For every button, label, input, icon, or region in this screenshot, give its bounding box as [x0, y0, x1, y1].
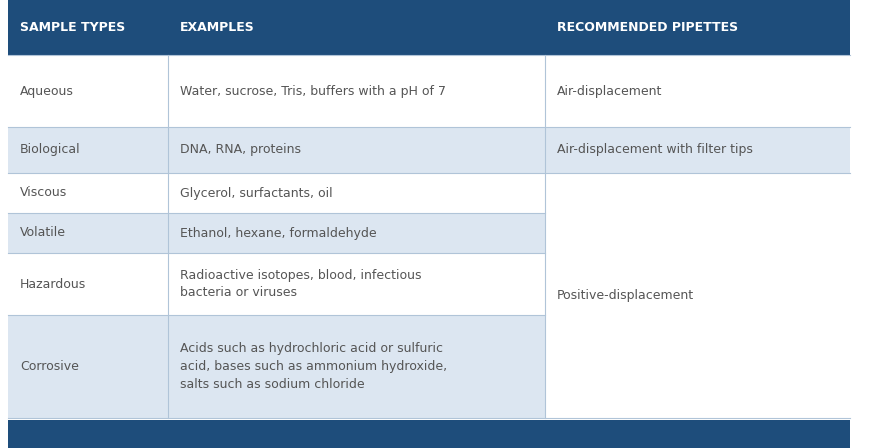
- Bar: [8, 315, 168, 418]
- Bar: [544, 127, 849, 173]
- Bar: [8, 0, 849, 55]
- Bar: [544, 315, 849, 418]
- Bar: [168, 315, 544, 418]
- Bar: [8, 213, 168, 253]
- Text: Hazardous: Hazardous: [20, 277, 86, 290]
- Text: Acids such as hydrochloric acid or sulfuric
acid, bases such as ammonium hydroxi: Acids such as hydrochloric acid or sulfu…: [180, 342, 447, 391]
- Bar: [8, 55, 168, 127]
- Text: Corrosive: Corrosive: [20, 360, 79, 373]
- Text: Radioactive isotopes, blood, infectious
bacteria or viruses: Radioactive isotopes, blood, infectious …: [180, 268, 421, 300]
- Text: Glycerol, surfactants, oil: Glycerol, surfactants, oil: [180, 186, 332, 199]
- Text: Volatile: Volatile: [20, 227, 66, 240]
- Text: Biological: Biological: [20, 143, 81, 156]
- Bar: [544, 253, 849, 315]
- Bar: [544, 55, 849, 127]
- Bar: [168, 253, 544, 315]
- Text: Water, sucrose, Tris, buffers with a pH of 7: Water, sucrose, Tris, buffers with a pH …: [180, 85, 446, 98]
- Text: Air-displacement: Air-displacement: [556, 85, 661, 98]
- Bar: [168, 55, 544, 127]
- Text: DNA, RNA, proteins: DNA, RNA, proteins: [180, 143, 301, 156]
- Bar: [8, 127, 168, 173]
- Bar: [8, 173, 168, 213]
- Bar: [168, 127, 544, 173]
- Text: Viscous: Viscous: [20, 186, 67, 199]
- Bar: [168, 173, 544, 213]
- Text: EXAMPLES: EXAMPLES: [180, 21, 255, 34]
- Text: Ethanol, hexane, formaldehyde: Ethanol, hexane, formaldehyde: [180, 227, 376, 240]
- Bar: [8, 420, 849, 448]
- Bar: [544, 213, 849, 253]
- Bar: [544, 173, 849, 213]
- Bar: [168, 213, 544, 253]
- Text: Aqueous: Aqueous: [20, 85, 74, 98]
- Text: Air-displacement with filter tips: Air-displacement with filter tips: [556, 143, 752, 156]
- Bar: [8, 253, 168, 315]
- Text: Positive-displacement: Positive-displacement: [556, 289, 693, 302]
- Text: SAMPLE TYPES: SAMPLE TYPES: [20, 21, 125, 34]
- Bar: [8, 55, 849, 420]
- Text: RECOMMENDED PIPETTES: RECOMMENDED PIPETTES: [556, 21, 737, 34]
